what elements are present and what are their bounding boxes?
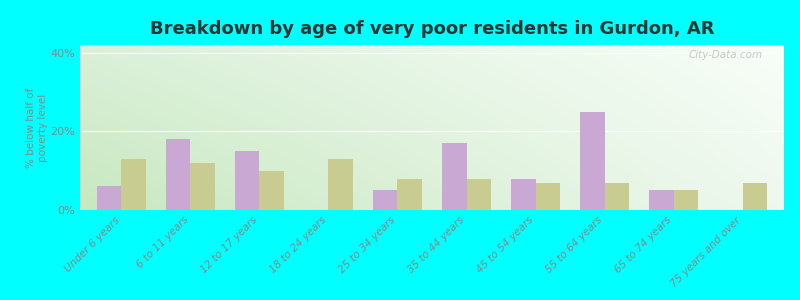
Bar [374,190,398,210]
Bar [674,190,698,210]
Bar [535,182,560,210]
Bar [122,159,146,210]
Title: Breakdown by age of very poor residents in Gurdon, AR: Breakdown by age of very poor residents … [150,20,714,38]
Bar [742,182,766,210]
Bar [329,159,353,210]
Bar [466,178,490,210]
Bar [190,163,214,210]
Bar [235,151,259,210]
Bar [98,186,122,210]
Bar [605,182,629,210]
Text: City-Data.com: City-Data.com [689,50,763,60]
Bar [166,139,190,210]
Bar [259,171,284,210]
Y-axis label: % below half of
poverty level: % below half of poverty level [26,87,48,168]
Bar [442,143,466,210]
Bar [650,190,674,210]
Bar [580,112,605,210]
Bar [511,178,535,210]
Bar [398,178,422,210]
